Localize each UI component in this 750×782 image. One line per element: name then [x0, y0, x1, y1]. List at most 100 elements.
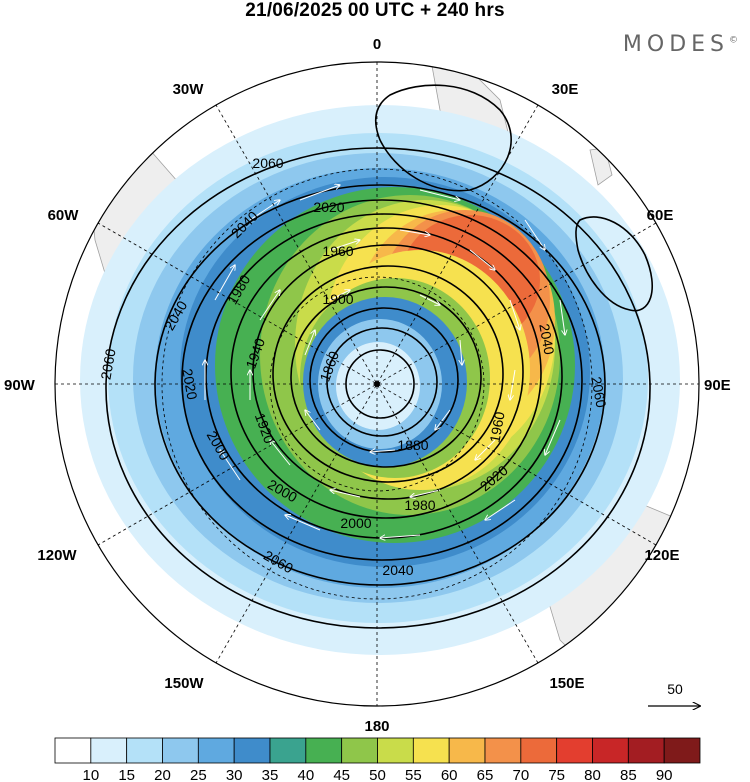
- lon-label-120w: 120W: [37, 547, 77, 564]
- contour-1900: [309, 307, 459, 453]
- contour-label: 2040: [382, 562, 413, 578]
- map-title: 21/06/2025 00 UTC + 240 hrs: [245, 0, 505, 21]
- wind-vector: [545, 419, 561, 455]
- contour-1920: [290, 286, 482, 468]
- contour-label: 2020: [179, 367, 200, 401]
- colorbar-tick-label: 80: [584, 767, 601, 782]
- contour-label: 2000: [340, 515, 371, 531]
- wind-vector: [419, 189, 460, 200]
- contour-2060-outer: [105, 147, 651, 629]
- contour-1880: [326, 327, 438, 437]
- colorbar-tick-label: 85: [620, 767, 637, 782]
- wind-vector: [304, 330, 315, 356]
- south-pole-dot: [374, 381, 380, 387]
- contour-2040: [154, 184, 606, 586]
- height-contours: [105, 84, 653, 629]
- wind-vector: [435, 409, 451, 430]
- colorbar-tick-label: 55: [405, 767, 422, 782]
- wind-vector: [285, 515, 321, 531]
- brand-text: MODES: [622, 32, 729, 57]
- colorbar-tick-label: 20: [154, 767, 171, 782]
- contour-atlantic-high: [374, 84, 512, 192]
- wind-vector: [249, 200, 280, 221]
- contour-1940: [272, 265, 504, 483]
- colorbar-swatch: [54, 737, 92, 764]
- wind-vector: [329, 240, 360, 251]
- contour-indian-high: [575, 216, 653, 312]
- wind-vector: [559, 299, 565, 335]
- brand-mark: ©: [729, 35, 738, 46]
- colorbar-swatch: [90, 737, 128, 764]
- lon-label-90e: 90E: [704, 377, 731, 394]
- lon-label-150e: 150E: [549, 675, 584, 692]
- lon-label-60e: 60E: [647, 207, 674, 224]
- colorbar-tick-label: 40: [297, 767, 314, 782]
- colorbar-swatch: [162, 737, 199, 764]
- wind-vector: [259, 290, 280, 321]
- graticule: [55, 62, 699, 706]
- wind-vector: [510, 369, 516, 400]
- wind-speed-field: [80, 62, 699, 671]
- contour-label: 1980: [404, 497, 435, 513]
- reference-vector: 50: [648, 681, 700, 706]
- wind-vector: [485, 499, 516, 520]
- lon-label-150w: 150W: [164, 675, 204, 692]
- wind-vector: [475, 439, 496, 460]
- meridian-30: [215, 104, 539, 664]
- contour-label: 2060: [97, 347, 118, 381]
- colorbar-swatch: [663, 737, 701, 764]
- meridian-60: [97, 222, 657, 546]
- wind-vector: [419, 294, 440, 305]
- meridian-120: [97, 222, 657, 546]
- wind-vector: [410, 489, 441, 497]
- colorbar-tick-label: 70: [512, 767, 529, 782]
- wind-vector: [524, 219, 545, 250]
- colorbar-swatch: [269, 737, 307, 764]
- lon-label-0: 0: [373, 36, 381, 53]
- contour-2020: [181, 199, 583, 561]
- colorbar-swatch: [341, 737, 378, 764]
- colorbar-tick-label: 25: [190, 767, 207, 782]
- colorbar-tick-label: 15: [118, 767, 135, 782]
- wind-vector: [330, 490, 361, 498]
- lon-label-180: 180: [364, 718, 389, 735]
- colorbar-swatch: [126, 737, 163, 764]
- lon-label-120e: 120E: [644, 547, 679, 564]
- colorbar-tick-label: 90: [656, 767, 673, 782]
- colorbar-swatch: [197, 737, 235, 764]
- colorbar-swatch: [627, 737, 665, 764]
- wind-vector: [399, 229, 430, 235]
- lon-label-30e: 30E: [552, 81, 579, 98]
- colorbar-tick-label: 45: [333, 767, 350, 782]
- contour-label: 2020: [313, 199, 344, 215]
- wind-vectors: [205, 185, 565, 538]
- colorbar-swatch: [305, 737, 343, 764]
- colorbar-tick-label: 65: [477, 767, 494, 782]
- colorbar-swatch: [233, 737, 271, 764]
- wind-vector: [329, 290, 350, 301]
- colorbar-tick-label: 10: [82, 767, 99, 782]
- wind-vector: [220, 450, 241, 481]
- modes-logo: MODES©: [623, 32, 738, 57]
- map-boundary: [54, 61, 700, 707]
- lon-label-60w: 60W: [48, 207, 80, 224]
- contour-label: 1880: [397, 437, 428, 453]
- colorbar-tick-label: 35: [262, 767, 279, 782]
- contour-label: 2040: [536, 322, 557, 356]
- contour-1980: [230, 227, 542, 519]
- meridian-150: [215, 104, 539, 664]
- wind-vector: [380, 534, 421, 538]
- colorbar-swatch: [377, 737, 414, 764]
- longitude-labels: 0 30E 60E 90E 120E 150E 180 150W 120W 90…: [4, 36, 731, 735]
- contour-label: 2060: [252, 155, 283, 171]
- colorbar-tick-label: 50: [369, 767, 386, 782]
- wind-vector: [299, 185, 340, 201]
- wind-vector: [370, 450, 396, 452]
- colorbar-swatch: [448, 737, 486, 764]
- lon-label-30w: 30W: [173, 81, 205, 98]
- colorbar-labels: 10 15 20 25 30 35 40 45 50 55 60 65 70 75 80 85 90: [82, 767, 672, 782]
- wind-vector: [305, 410, 321, 431]
- wind-vector: [460, 339, 462, 365]
- colorbar: [54, 737, 701, 764]
